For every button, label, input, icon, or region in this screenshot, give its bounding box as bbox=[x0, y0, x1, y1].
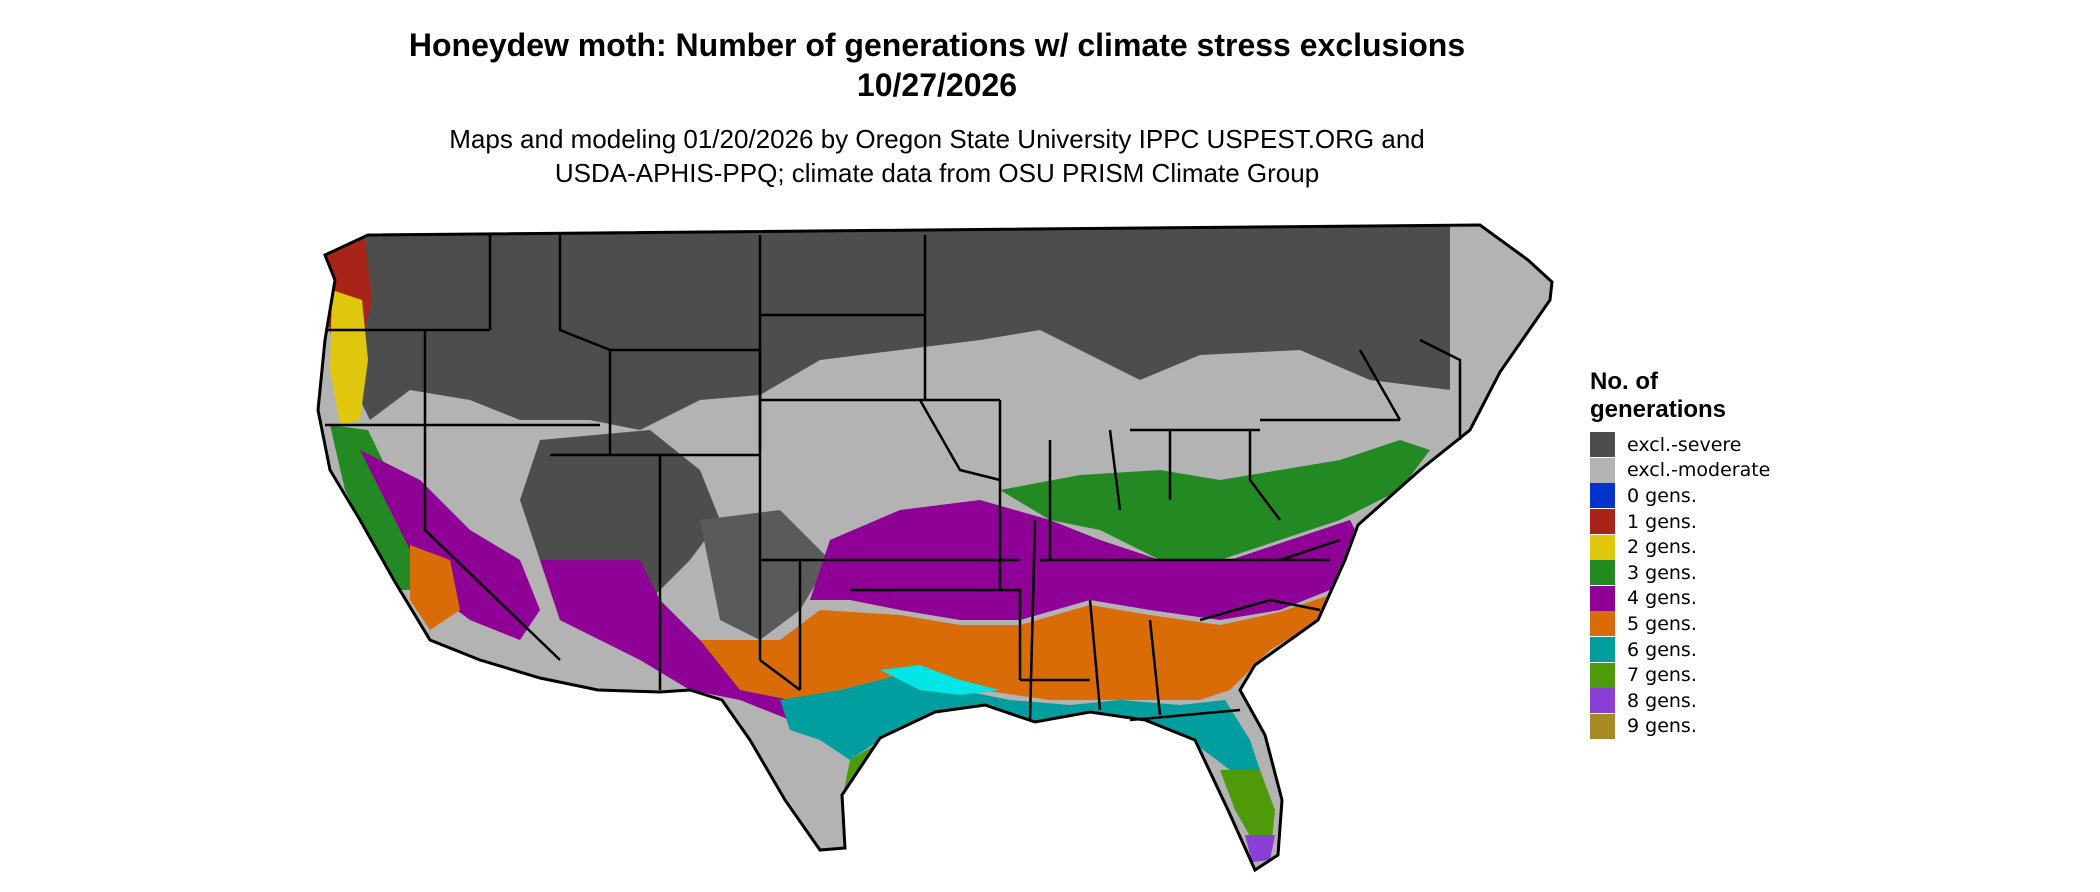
region-8-gens-texas bbox=[855, 828, 885, 850]
legend-item: excl.-moderate bbox=[1590, 457, 1890, 484]
map-credit-line2: USDA-APHIS-PPQ; climate data from OSU PR… bbox=[554, 158, 1320, 188]
legend-item: 6 gens. bbox=[1590, 637, 1890, 663]
legend-item: 9 gens. bbox=[1590, 713, 1890, 740]
region-5-gens-west bbox=[410, 545, 460, 630]
legend-swatch bbox=[1590, 534, 1615, 560]
legend-swatch bbox=[1590, 713, 1615, 739]
region-excl-severe-north bbox=[350, 225, 1450, 430]
legend-label: 6 gens. bbox=[1627, 638, 1697, 661]
legend-item: 0 gens. bbox=[1590, 483, 1890, 509]
legend-swatch bbox=[1590, 662, 1615, 688]
legend-swatch bbox=[1590, 585, 1615, 611]
legend-label: 1 gens. bbox=[1627, 510, 1697, 533]
legend-item: 8 gens. bbox=[1590, 688, 1890, 714]
map-title: Honeydew moth: Number of generations w/ … bbox=[408, 27, 1466, 63]
region-6-gens bbox=[780, 675, 1260, 770]
legend-label: 2 gens. bbox=[1627, 536, 1697, 559]
map-date: 10/27/2026 bbox=[856, 67, 1018, 103]
legend-title-line1: No. of bbox=[1590, 368, 1658, 395]
legend-item: 3 gens. bbox=[1590, 560, 1890, 586]
legend-label: 9 gens. bbox=[1627, 715, 1697, 738]
region-3-gens-east bbox=[1000, 440, 1430, 560]
legend-label: 0 gens. bbox=[1627, 484, 1697, 507]
region-6-gens-cyan-edge bbox=[880, 665, 1000, 695]
legend-label: 8 gens. bbox=[1627, 689, 1697, 712]
legend-item: 2 gens. bbox=[1590, 534, 1890, 560]
legend-item: 7 gens. bbox=[1590, 662, 1890, 688]
legend-title-line2: generations bbox=[1590, 396, 1727, 423]
legend-items: excl.-severe excl.-moderate 0 gens. 1 gens.… bbox=[1590, 432, 1890, 739]
us-outline bbox=[316, 223, 1554, 873]
legend-item: 5 gens. bbox=[1590, 611, 1890, 637]
legend-label: excl.-moderate bbox=[1627, 459, 1771, 482]
region-2-gens bbox=[330, 290, 368, 425]
legend-swatch bbox=[1590, 432, 1615, 458]
legend-swatch bbox=[1590, 560, 1615, 586]
region-3-gens-west bbox=[330, 425, 420, 590]
region-7-gens-florida bbox=[1220, 770, 1275, 845]
region-8-gens-florida bbox=[1245, 835, 1275, 862]
region-4-gens-west bbox=[360, 450, 540, 640]
legend-label: 7 gens. bbox=[1627, 664, 1697, 687]
region-excl-severe-southwest bbox=[700, 510, 830, 640]
region-5-gens-south bbox=[700, 590, 1350, 700]
legend-label: excl.-severe bbox=[1627, 433, 1742, 456]
legend-title: No. of generations bbox=[1590, 368, 1890, 424]
legend-label: 5 gens. bbox=[1627, 612, 1697, 635]
legend: No. of generations excl.-severe excl.-mod… bbox=[1590, 368, 1890, 739]
legend-swatch bbox=[1590, 509, 1615, 535]
legend-label: 3 gens. bbox=[1627, 561, 1697, 584]
legend-item: excl.-severe bbox=[1590, 432, 1890, 458]
state-boundaries bbox=[325, 235, 1462, 722]
map-credit-line1: Maps and modeling 01/20/2026 by Oregon S… bbox=[449, 124, 1425, 154]
legend-swatch bbox=[1590, 457, 1615, 483]
legend-swatch bbox=[1590, 637, 1615, 663]
legend-swatch bbox=[1590, 611, 1615, 637]
legend-label: 4 gens. bbox=[1627, 587, 1697, 610]
legend-swatch bbox=[1590, 483, 1615, 509]
legend-item: 4 gens. bbox=[1590, 585, 1890, 612]
legend-swatch bbox=[1590, 688, 1615, 714]
legend-item: 1 gens. bbox=[1590, 509, 1890, 535]
